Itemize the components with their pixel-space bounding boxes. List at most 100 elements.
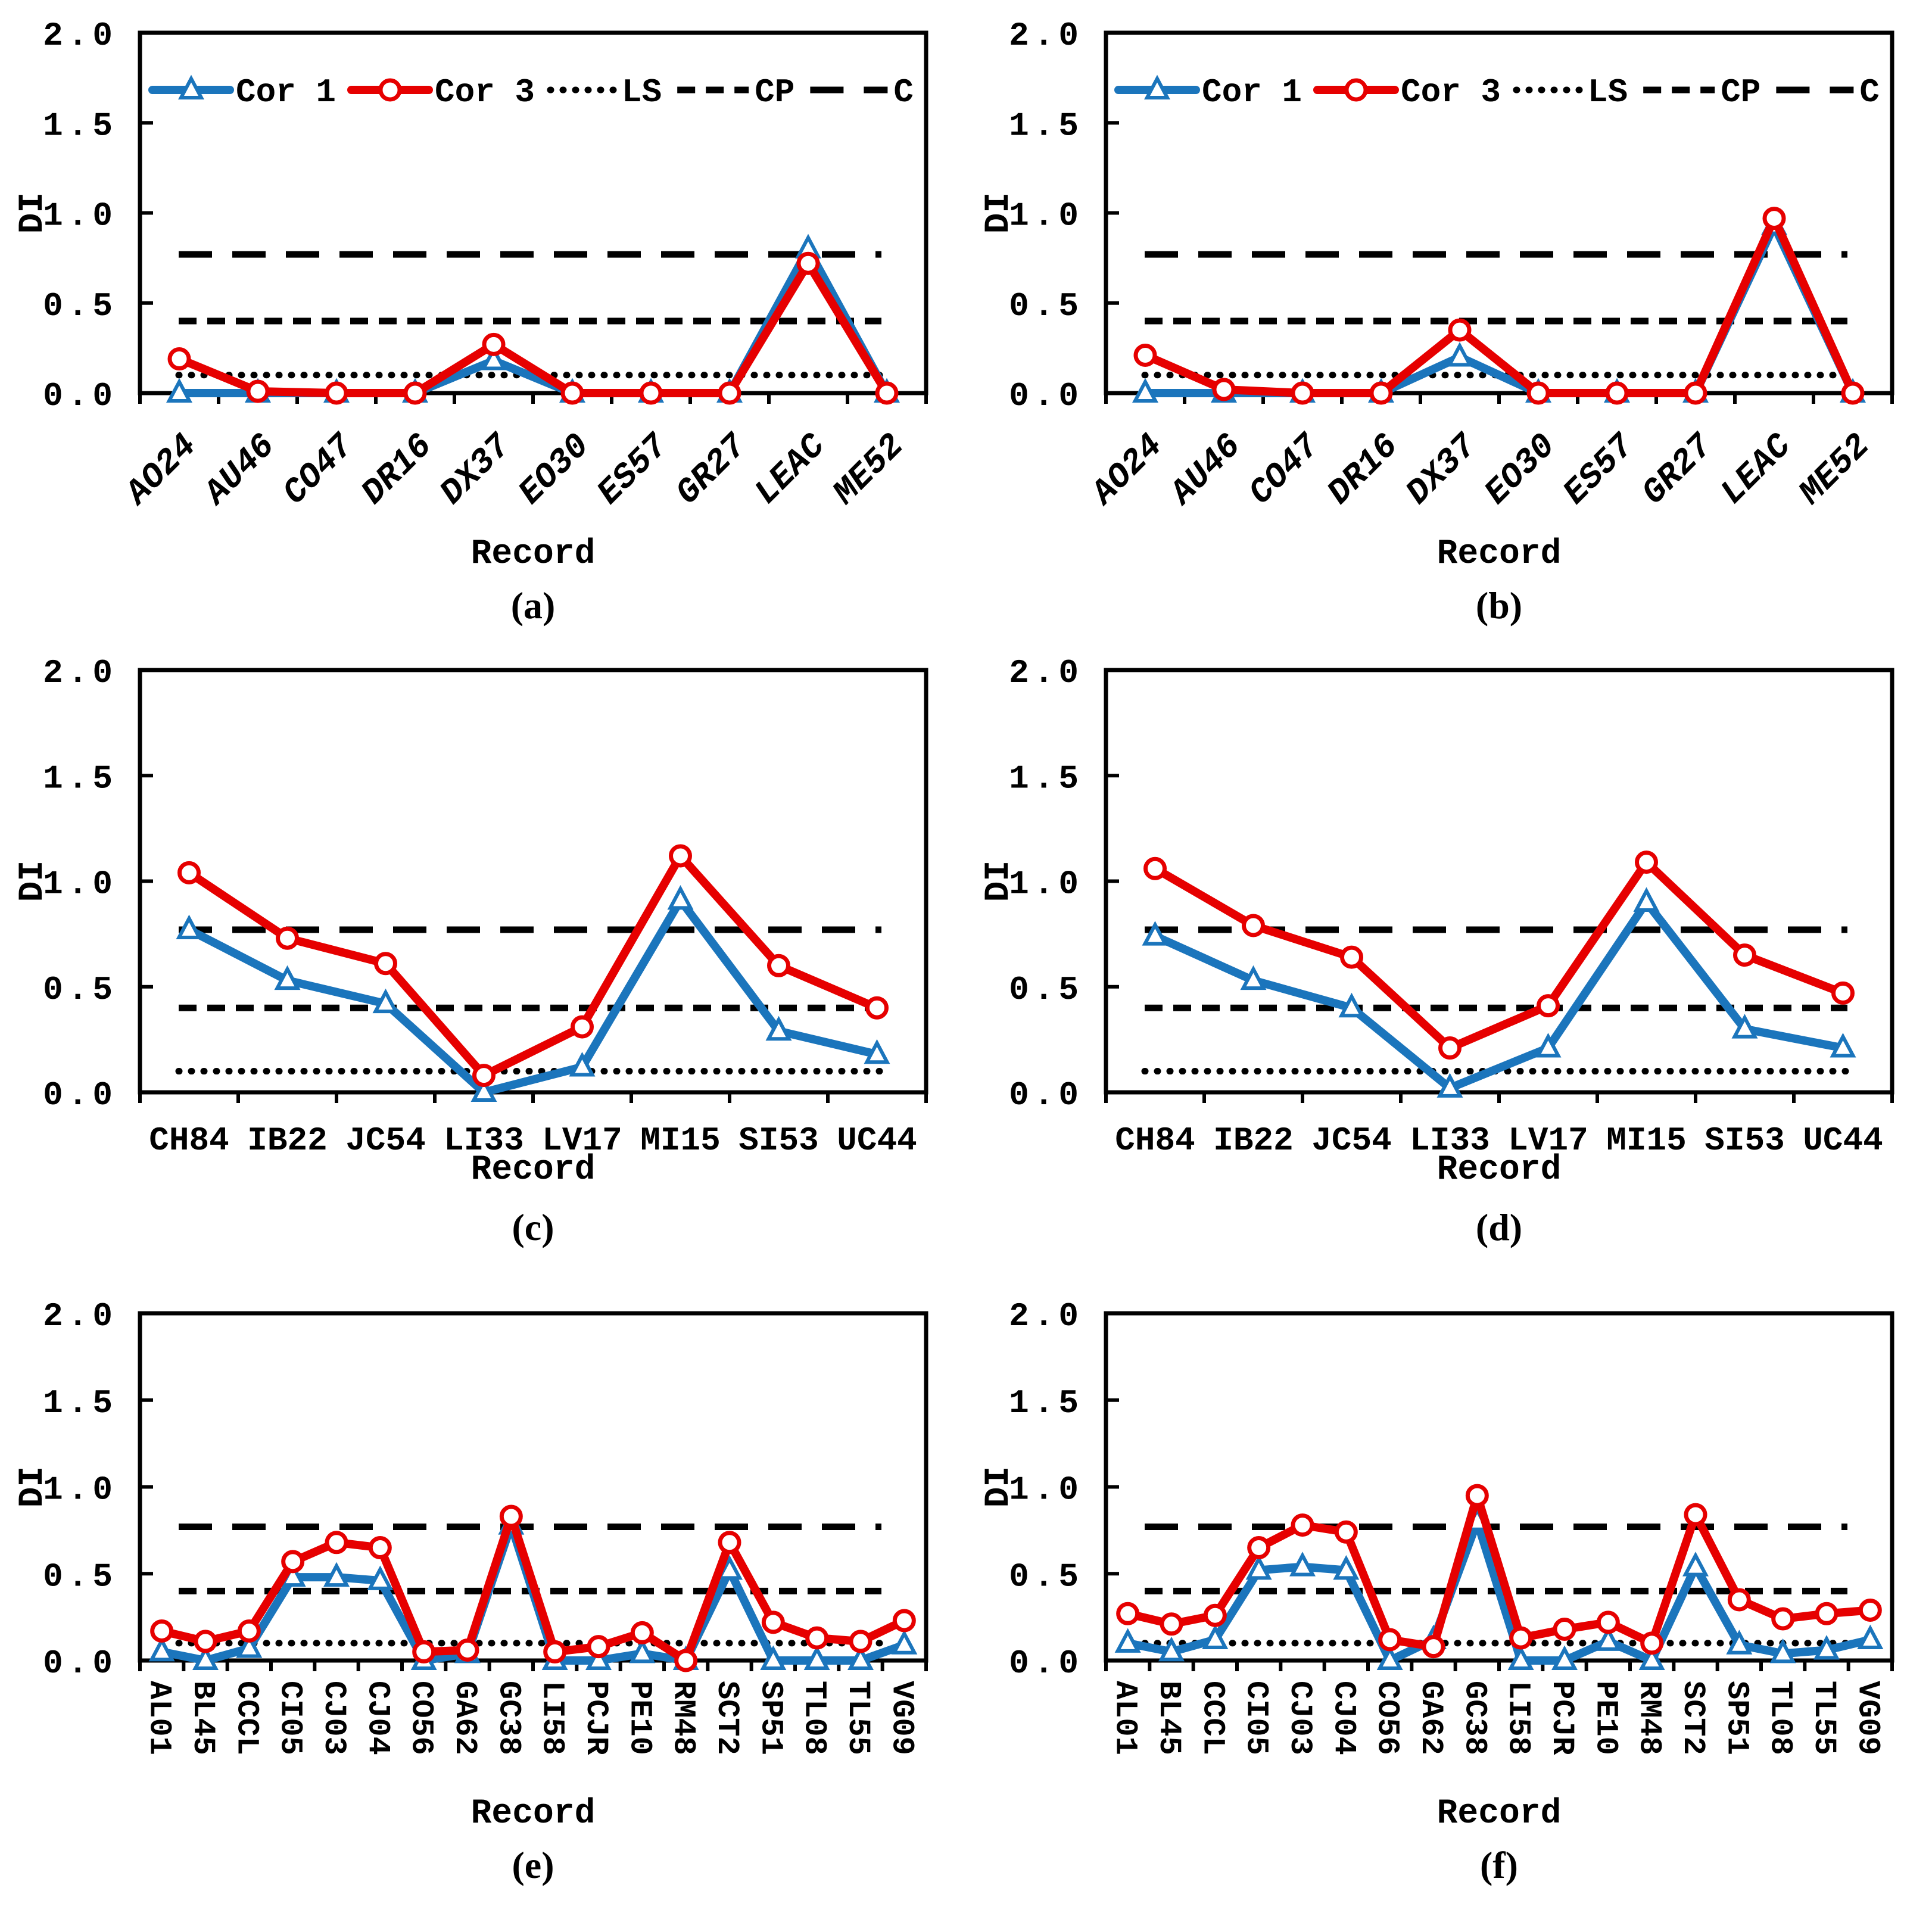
y-axis-tick-label: 1.5 — [1009, 1384, 1083, 1422]
x-axis-tick-label: CO56 — [1370, 1681, 1405, 1755]
x-axis-tick-label: LV17 — [1508, 1122, 1588, 1160]
legend-item-label: Cor 3 — [435, 73, 535, 111]
x-axis-tick-label: AO24 — [1083, 427, 1171, 515]
x-axis-tick-label: LEAC — [1713, 427, 1800, 513]
cor-3-marker — [761, 1610, 785, 1634]
chart-panel-e: 0.0 0.5 1.0 1.5 2.0 AL01 BL45 CCCL CI05 CJ03 CJ04 C… — [14, 1297, 928, 1886]
chart-panel-b: 0.0 0.5 1.0 1.5 2.0 AO24AU46CO47DR16DX37EO30E… — [980, 17, 1894, 627]
cor-3-marker — [325, 1531, 348, 1554]
x-axis-tick-label: TL55 — [840, 1681, 875, 1755]
legend-item-c: C — [810, 73, 914, 111]
x-axis-tick-label: UC44 — [837, 1122, 917, 1160]
cor-3-marker — [1762, 207, 1786, 230]
cor-1-marker — [1857, 1624, 1884, 1650]
legend-cor3-marker-icon — [378, 78, 402, 102]
legend-item-c: C — [1776, 73, 1880, 111]
y-axis-title: DI — [14, 1466, 52, 1508]
cor-3-marker — [1831, 981, 1855, 1005]
y-axis-tick-label: 0.0 — [1009, 1076, 1083, 1114]
cor-3-marker — [1438, 1036, 1462, 1060]
cor-1-marker — [1447, 342, 1473, 367]
legend-item-cor3: Cor 3 — [1313, 73, 1501, 111]
cor-1-marker — [192, 1645, 219, 1670]
x-axis-tick-label: AL01 — [142, 1681, 177, 1755]
y-axis-title: DI — [980, 861, 1018, 902]
x-axis-tick-label: IB22 — [1213, 1122, 1293, 1160]
cor-3-marker — [796, 251, 820, 275]
x-axis-tick-label: LEAC — [747, 427, 834, 513]
cor-3-marker — [1448, 318, 1472, 342]
x-axis-tick-label: CO47 — [276, 426, 362, 513]
legend-item-label: CP — [755, 73, 794, 111]
y-axis-tick-label: 0.0 — [1009, 377, 1083, 415]
cor-3-marker — [630, 1621, 654, 1644]
x-axis-title: Record — [1437, 1151, 1562, 1189]
x-axis-tick-label: ME52 — [1792, 427, 1878, 513]
cor-3-marker — [1242, 914, 1265, 937]
x-axis-tick-label: DX37 — [433, 426, 519, 513]
cor-3-marker — [456, 1638, 479, 1662]
x-axis-tick-label: LV17 — [542, 1122, 622, 1160]
x-axis-title: Record — [471, 1795, 596, 1833]
legend-item-cp: CP — [677, 73, 794, 111]
x-axis-tick-label: SI53 — [1704, 1122, 1784, 1160]
y-axis-tick-label: 1.0 — [1009, 865, 1083, 904]
cor-3-marker — [150, 1619, 174, 1643]
x-axis-tick-label: VG09 — [884, 1681, 919, 1755]
y-axis-tick-label: 0.0 — [1009, 1644, 1083, 1683]
cor-3-marker — [875, 381, 899, 405]
x-axis-tick-label: PE10 — [1588, 1681, 1623, 1755]
cor-3-marker — [499, 1504, 523, 1528]
legend-item-label: C — [893, 73, 914, 111]
cor-1-marker — [864, 1039, 890, 1064]
cor-3-marker — [865, 996, 889, 1020]
cor-1-marker — [1114, 1628, 1141, 1653]
x-axis-tick-label: TL08 — [797, 1681, 832, 1755]
cor-1-marker — [1726, 1630, 1753, 1655]
x-axis-tick-label: CJ04 — [1326, 1681, 1361, 1755]
cor-3-marker — [1815, 1602, 1838, 1625]
x-axis-tick-label: AL01 — [1108, 1681, 1143, 1755]
y-axis-tick-label: 1.5 — [43, 107, 117, 145]
cor-3-marker — [1771, 1607, 1795, 1631]
cor-1-marker — [1507, 1645, 1534, 1670]
x-axis-tick-label: LI33 — [1410, 1122, 1489, 1160]
x-axis-tick-label: CI05 — [1239, 1681, 1274, 1755]
x-axis-tick-label: MI15 — [1606, 1122, 1686, 1160]
legend-item-cor3: Cor 3 — [347, 73, 535, 111]
cor-3-marker — [374, 952, 397, 976]
cor-3-marker — [1203, 1603, 1227, 1627]
cor-1-marker — [166, 378, 192, 403]
cor-3-marker — [639, 381, 663, 405]
x-axis-tick-label: EO30 — [1478, 427, 1563, 513]
cor-3-marker — [1133, 343, 1157, 367]
legend: Cor 1 Cor 3 LS CP C — [148, 73, 914, 111]
y-axis-tick-label: 1.5 — [1009, 759, 1083, 797]
cor-3-marker — [1537, 994, 1560, 1018]
x-axis-tick-label: CO47 — [1242, 426, 1328, 513]
cor-3-marker — [1596, 1610, 1620, 1634]
panel-letter: (e) — [512, 1844, 554, 1886]
x-axis-tick-label: IB22 — [247, 1122, 327, 1160]
series-line-cor-1 — [1151, 898, 1847, 1092]
x-axis-tick-label: LI58 — [1501, 1681, 1536, 1755]
cor-3-marker — [194, 1630, 217, 1653]
cor-1-marker — [1535, 1033, 1562, 1058]
cor-3-marker — [1858, 1598, 1882, 1622]
cor-3-marker — [1509, 1626, 1533, 1650]
cor-3-marker — [1334, 1520, 1358, 1544]
legend-cor3-marker-icon — [1344, 78, 1368, 102]
x-axis-tick-label: DX37 — [1399, 426, 1485, 513]
legend-cor1-marker-icon — [178, 74, 204, 99]
y-axis-title: DI — [980, 192, 1018, 234]
x-axis-tick-label: CO56 — [404, 1681, 439, 1755]
series-line-cor-3 — [1123, 1491, 1875, 1651]
cor-3-marker — [1465, 1484, 1489, 1507]
y-axis-title: DI — [14, 192, 52, 234]
cor-3-marker — [1605, 381, 1629, 405]
cor-3-marker — [674, 1649, 698, 1672]
y-axis-tick-label: 1.0 — [43, 1471, 117, 1509]
cor-3-marker — [177, 861, 201, 884]
y-axis-tick-label: 0.5 — [43, 971, 117, 1009]
cor-1-marker — [481, 345, 507, 370]
